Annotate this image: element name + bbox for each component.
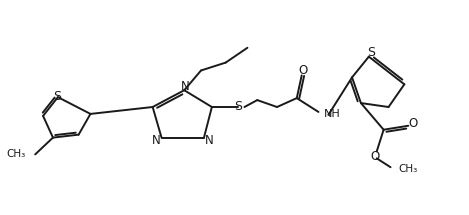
Text: CH₃: CH₃ — [399, 164, 418, 174]
Text: O: O — [370, 150, 379, 163]
Text: N: N — [152, 134, 161, 147]
Text: N: N — [204, 134, 213, 147]
Text: N: N — [181, 80, 189, 93]
Text: O: O — [298, 64, 307, 77]
Text: S: S — [234, 100, 242, 112]
Text: S: S — [367, 46, 375, 59]
Text: CH₃: CH₃ — [6, 149, 25, 159]
Text: S: S — [53, 90, 61, 103]
Text: O: O — [408, 117, 418, 130]
Text: NH: NH — [324, 109, 340, 119]
